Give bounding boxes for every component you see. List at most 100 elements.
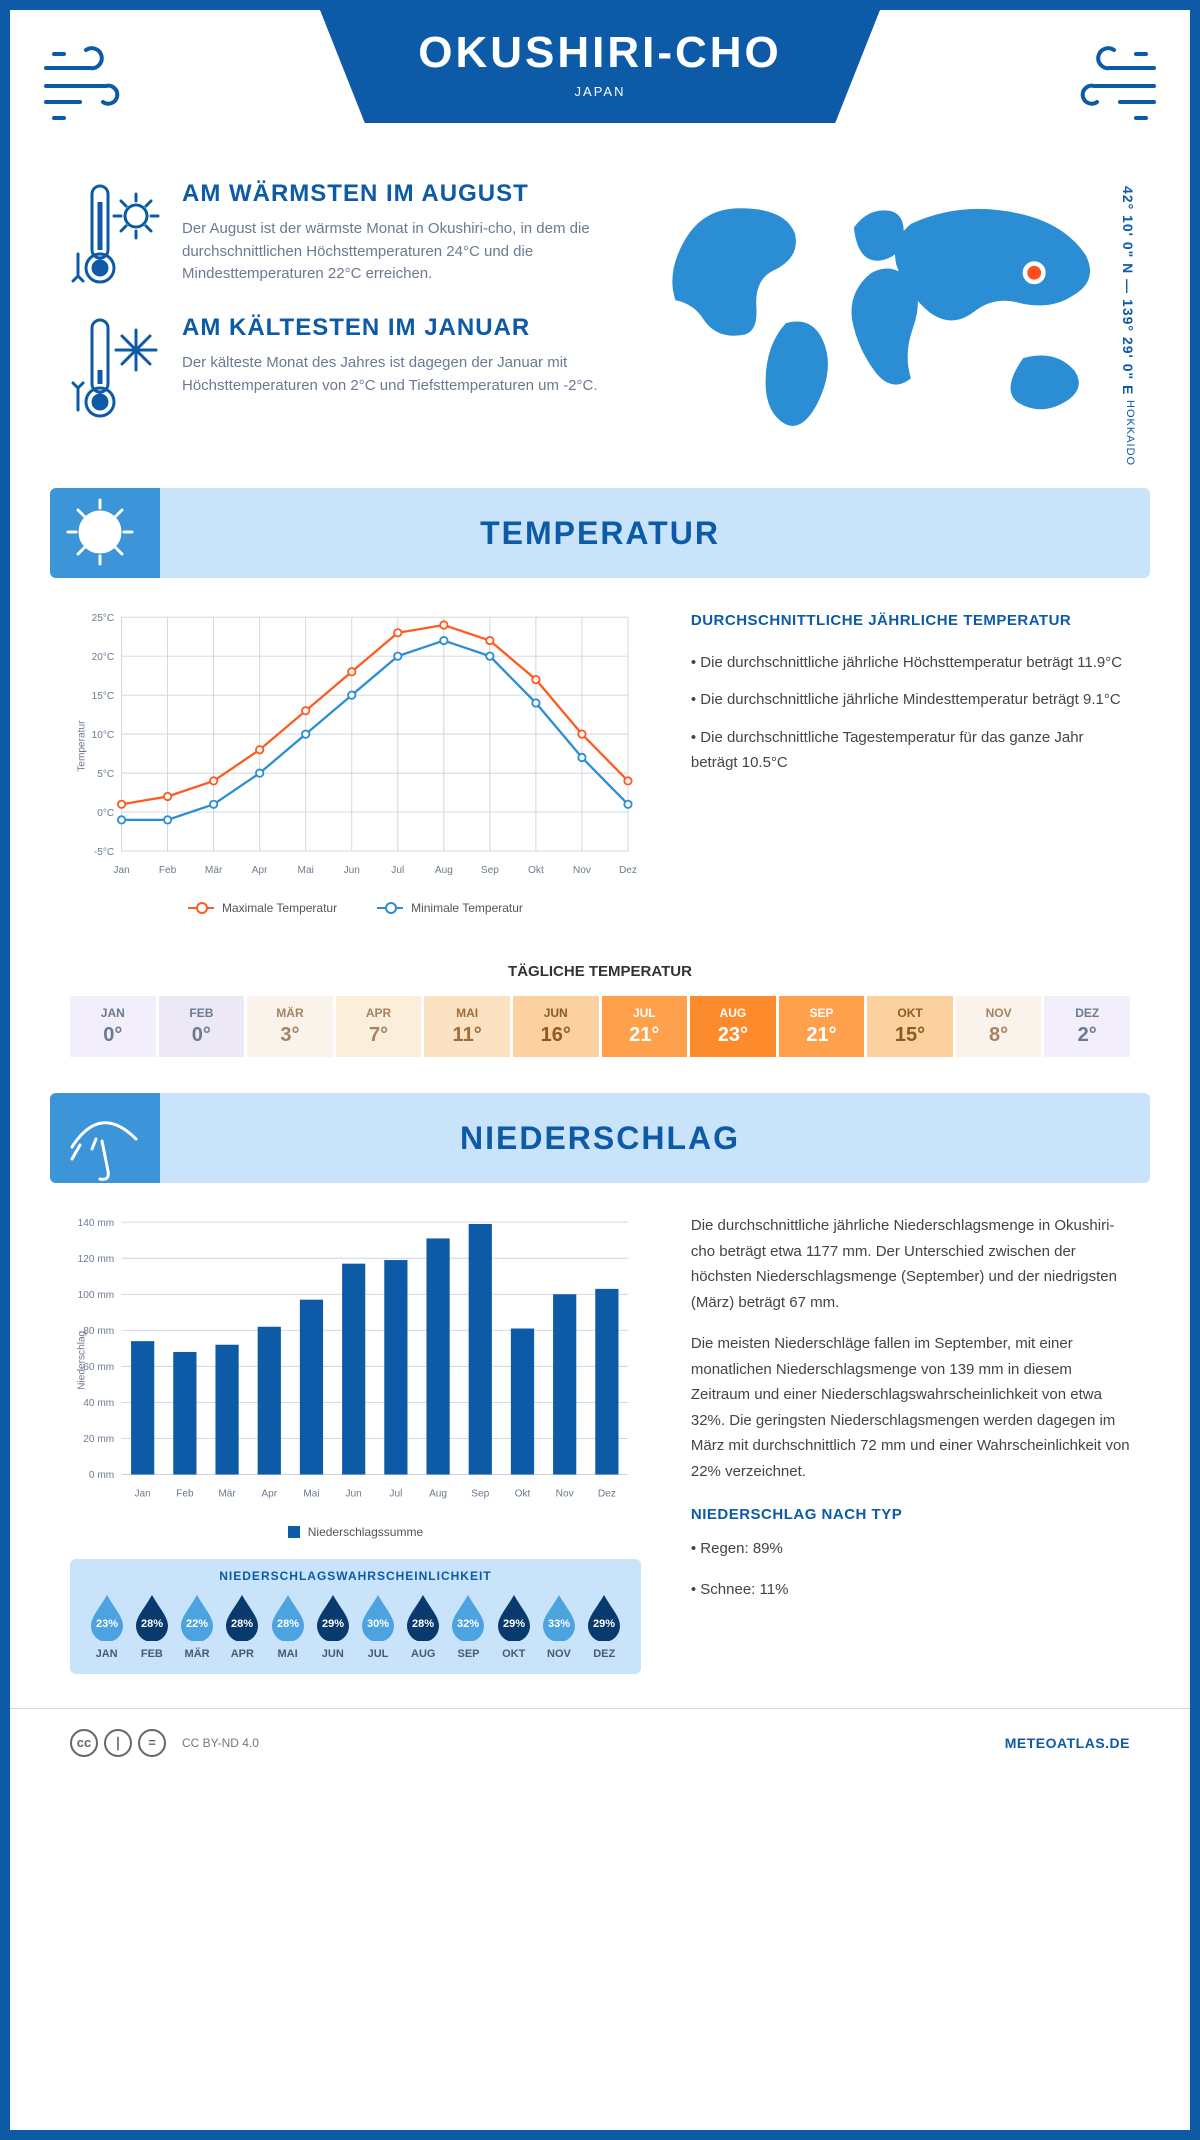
license-block: cc ❘ = CC BY-ND 4.0 bbox=[70, 1729, 259, 1757]
svg-text:28%: 28% bbox=[412, 1618, 434, 1630]
svg-text:Okt: Okt bbox=[528, 865, 544, 876]
svg-text:29%: 29% bbox=[322, 1618, 344, 1630]
daily-temp-cell: APR7° bbox=[336, 996, 422, 1057]
svg-text:Feb: Feb bbox=[159, 865, 177, 876]
temp-bullet-0: • Die durchschnittliche jährliche Höchst… bbox=[691, 650, 1130, 676]
daily-temp-cell: AUG23° bbox=[690, 996, 776, 1057]
legend-min-label: Minimale Temperatur bbox=[411, 901, 523, 915]
svg-text:0°C: 0°C bbox=[97, 808, 114, 819]
rain-drop: 29%JUN bbox=[310, 1593, 355, 1660]
svg-text:Mär: Mär bbox=[205, 865, 223, 876]
rain-drop: 28%APR bbox=[220, 1593, 265, 1660]
svg-text:5°C: 5°C bbox=[97, 769, 114, 780]
svg-text:100 mm: 100 mm bbox=[78, 1290, 115, 1301]
svg-text:Mai: Mai bbox=[303, 1489, 319, 1500]
svg-text:60 mm: 60 mm bbox=[83, 1362, 114, 1373]
svg-text:Feb: Feb bbox=[176, 1489, 194, 1500]
legend-precip-label: Niederschlagssumme bbox=[308, 1525, 423, 1539]
svg-text:Jul: Jul bbox=[389, 1489, 402, 1500]
svg-text:29%: 29% bbox=[503, 1618, 525, 1630]
rain-drop: 28%AUG bbox=[401, 1593, 446, 1660]
nd-icon: = bbox=[138, 1729, 166, 1757]
svg-text:Niederschlag: Niederschlag bbox=[77, 1331, 88, 1390]
map-svg bbox=[657, 185, 1117, 443]
svg-text:15°C: 15°C bbox=[92, 691, 115, 702]
precip-type-1: • Schnee: 11% bbox=[691, 1577, 1130, 1603]
temperature-chart: -5°C0°C5°C10°C15°C20°C25°CJanFebMärAprMa… bbox=[70, 608, 641, 915]
svg-text:Mär: Mär bbox=[218, 1489, 236, 1500]
rain-drop: 23%JAN bbox=[84, 1593, 129, 1660]
svg-text:23%: 23% bbox=[96, 1618, 118, 1630]
probability-panel: NIEDERSCHLAGSWAHRSCHEINLICHKEIT 23%JAN 28… bbox=[70, 1559, 641, 1674]
svg-text:28%: 28% bbox=[231, 1618, 253, 1630]
intro-section: AM WÄRMSTEN IM AUGUST Der August ist der… bbox=[10, 170, 1190, 478]
legend-min: Minimale Temperatur bbox=[377, 901, 523, 915]
precip-chart-column: 0 mm20 mm40 mm60 mm80 mm100 mm120 mm140 … bbox=[70, 1213, 641, 1674]
svg-text:20°C: 20°C bbox=[92, 652, 115, 663]
brand-label: METEOATLAS.DE bbox=[1005, 1735, 1130, 1751]
daily-temp-cell: JUL21° bbox=[602, 996, 688, 1057]
precip-body: 0 mm20 mm40 mm60 mm80 mm100 mm120 mm140 … bbox=[10, 1183, 1190, 1674]
svg-text:Jan: Jan bbox=[113, 865, 129, 876]
svg-text:29%: 29% bbox=[593, 1618, 615, 1630]
precip-text: Die durchschnittliche jährliche Niedersc… bbox=[691, 1213, 1130, 1674]
precip-legend: Niederschlagssumme bbox=[70, 1525, 641, 1539]
svg-text:0 mm: 0 mm bbox=[89, 1470, 114, 1481]
drops-row: 23%JAN28%FEB22%MÄR28%APR28%MAI29%JUN30%J… bbox=[84, 1593, 627, 1660]
warmest-text: Der August ist der wärmste Monat in Okus… bbox=[182, 218, 602, 286]
svg-text:Dez: Dez bbox=[598, 1489, 616, 1500]
coldest-block: AM KÄLTESTEN IM JANUAR Der kälteste Mona… bbox=[70, 314, 604, 424]
thermometer-sun-icon bbox=[70, 180, 160, 290]
precip-header: NIEDERSCHLAG bbox=[50, 1093, 1150, 1183]
daily-temp-cell: DEZ2° bbox=[1044, 996, 1130, 1057]
cc-icon: cc bbox=[70, 1729, 98, 1757]
svg-text:Sep: Sep bbox=[471, 1489, 489, 1500]
svg-text:10°C: 10°C bbox=[92, 730, 115, 741]
probability-title: NIEDERSCHLAGSWAHRSCHEINLICHKEIT bbox=[84, 1569, 627, 1583]
legend-max-label: Maximale Temperatur bbox=[222, 901, 337, 915]
svg-text:22%: 22% bbox=[186, 1618, 208, 1630]
coldest-text: Der kälteste Monat des Jahres ist dagege… bbox=[182, 352, 602, 397]
daily-temp-cell: SEP21° bbox=[779, 996, 865, 1057]
svg-text:80 mm: 80 mm bbox=[83, 1326, 114, 1337]
svg-text:20 mm: 20 mm bbox=[83, 1434, 114, 1445]
svg-text:Okt: Okt bbox=[515, 1489, 531, 1500]
svg-text:30%: 30% bbox=[367, 1618, 389, 1630]
temperature-chart-svg: -5°C0°C5°C10°C15°C20°C25°CJanFebMärAprMa… bbox=[70, 608, 641, 884]
region-label: HOKKAIDO bbox=[1124, 400, 1136, 466]
warmest-block: AM WÄRMSTEN IM AUGUST Der August ist der… bbox=[70, 180, 604, 290]
location-title: OKUSHIRI-CHO bbox=[410, 28, 790, 78]
temp-bullet-1: • Die durchschnittliche jährliche Mindes… bbox=[691, 687, 1130, 713]
svg-text:Jul: Jul bbox=[391, 865, 404, 876]
temperature-header: TEMPERATUR bbox=[50, 488, 1150, 578]
page: OKUSHIRI-CHO JAPAN AM WÄRMSTEN IM AUGUST… bbox=[0, 0, 1200, 2140]
sun-corner-icon bbox=[50, 488, 160, 578]
svg-text:Apr: Apr bbox=[252, 865, 268, 876]
rain-drop: 29%DEZ bbox=[582, 1593, 627, 1660]
wind-icon-left bbox=[44, 38, 154, 128]
country-label: JAPAN bbox=[410, 84, 790, 99]
svg-text:Temperatur: Temperatur bbox=[77, 720, 88, 772]
precip-chart-svg: 0 mm20 mm40 mm60 mm80 mm100 mm120 mm140 … bbox=[70, 1213, 641, 1508]
svg-text:32%: 32% bbox=[457, 1618, 479, 1630]
footer: cc ❘ = CC BY-ND 4.0 METEOATLAS.DE bbox=[10, 1708, 1190, 1777]
svg-text:Apr: Apr bbox=[261, 1489, 277, 1500]
daily-temp-cell: JUN16° bbox=[513, 996, 599, 1057]
temperature-legend: Maximale Temperatur Minimale Temperatur bbox=[70, 901, 641, 915]
temp-text-heading: DURCHSCHNITTLICHE JÄHRLICHE TEMPERATUR bbox=[691, 608, 1130, 634]
rain-drop: 22%MÄR bbox=[174, 1593, 219, 1660]
daily-temp-grid: JAN0°FEB0°MÄR3°APR7°MAI11°JUN16°JUL21°AU… bbox=[70, 996, 1130, 1057]
legend-max: Maximale Temperatur bbox=[188, 901, 337, 915]
thermometer-snow-icon bbox=[70, 314, 160, 424]
daily-temp-cell: NOV8° bbox=[956, 996, 1042, 1057]
daily-temp-cell: OKT15° bbox=[867, 996, 953, 1057]
title-banner: OKUSHIRI-CHO JAPAN bbox=[320, 10, 880, 123]
temp-bullet-2: • Die durchschnittliche Tagestemperatur … bbox=[691, 725, 1130, 776]
world-map: 42° 10' 0" N — 139° 29' 0" E HOKKAIDO bbox=[644, 180, 1130, 448]
svg-text:33%: 33% bbox=[548, 1618, 570, 1630]
svg-text:28%: 28% bbox=[141, 1618, 163, 1630]
rain-drop: 28%MAI bbox=[265, 1593, 310, 1660]
precip-para-2: Die meisten Niederschläge fallen im Sept… bbox=[691, 1331, 1130, 1484]
svg-text:40 mm: 40 mm bbox=[83, 1398, 114, 1409]
warmest-heading: AM WÄRMSTEN IM AUGUST bbox=[182, 180, 602, 208]
